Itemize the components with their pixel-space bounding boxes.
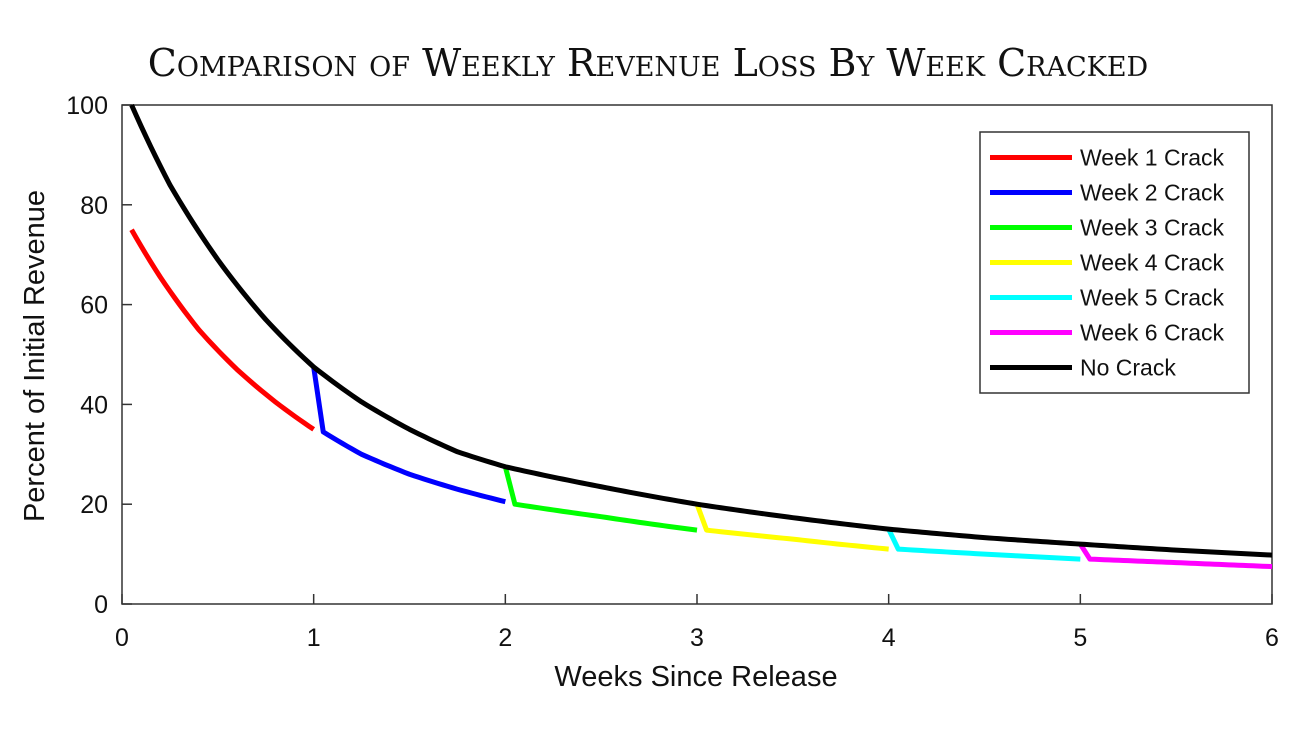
legend-label: Week 4 Crack bbox=[1080, 250, 1225, 276]
y-tick-label: 80 bbox=[80, 192, 108, 220]
series-line-week-6-crack bbox=[1078, 542, 1273, 570]
y-tick-label: 60 bbox=[80, 292, 108, 320]
legend: Week 1 Crack Week 2 Crack Week 3 Crack Week… bbox=[979, 131, 1250, 394]
legend-label: Week 6 Crack bbox=[1080, 320, 1225, 346]
y-axis-label: Percent of Initial Revenue bbox=[19, 190, 51, 522]
y-tick-label: 20 bbox=[80, 491, 108, 519]
x-tick-label: 4 bbox=[882, 624, 896, 652]
legend-label: Week 1 Crack bbox=[1080, 145, 1225, 171]
chart-title: Comparison of Weekly Revenue Loss By Wee… bbox=[148, 41, 1148, 85]
x-tick-label: 0 bbox=[115, 624, 129, 652]
x-tick-label: 3 bbox=[690, 624, 704, 652]
series-line-week-5-crack bbox=[886, 528, 1081, 562]
x-axis: 0 1 2 3 4 5 6 bbox=[115, 594, 1279, 652]
y-tick-label: 40 bbox=[80, 391, 108, 419]
y-axis: 0 20 40 60 80 100 bbox=[66, 92, 132, 619]
legend-label: No Crack bbox=[1080, 355, 1176, 381]
y-tick-label: 100 bbox=[66, 92, 108, 120]
series-line-week-1-crack bbox=[129, 228, 316, 432]
legend-label: Week 2 Crack bbox=[1080, 180, 1225, 206]
legend-label: Week 3 Crack bbox=[1080, 215, 1225, 241]
series-line-week-4-crack bbox=[694, 503, 889, 552]
series-line-no-crack bbox=[129, 103, 1273, 558]
series-layer bbox=[129, 103, 1273, 570]
series-line-week-3-crack bbox=[502, 466, 698, 533]
x-tick-label: 6 bbox=[1265, 624, 1279, 652]
y-tick-label: 0 bbox=[94, 591, 108, 619]
series-line-week-2-crack bbox=[311, 366, 506, 505]
x-tick-label: 5 bbox=[1073, 624, 1087, 652]
x-axis-label: Weeks Since Release bbox=[554, 661, 837, 693]
x-tick-label: 1 bbox=[307, 624, 321, 652]
x-tick-label: 2 bbox=[498, 624, 512, 652]
legend-label: Week 5 Crack bbox=[1080, 285, 1225, 311]
